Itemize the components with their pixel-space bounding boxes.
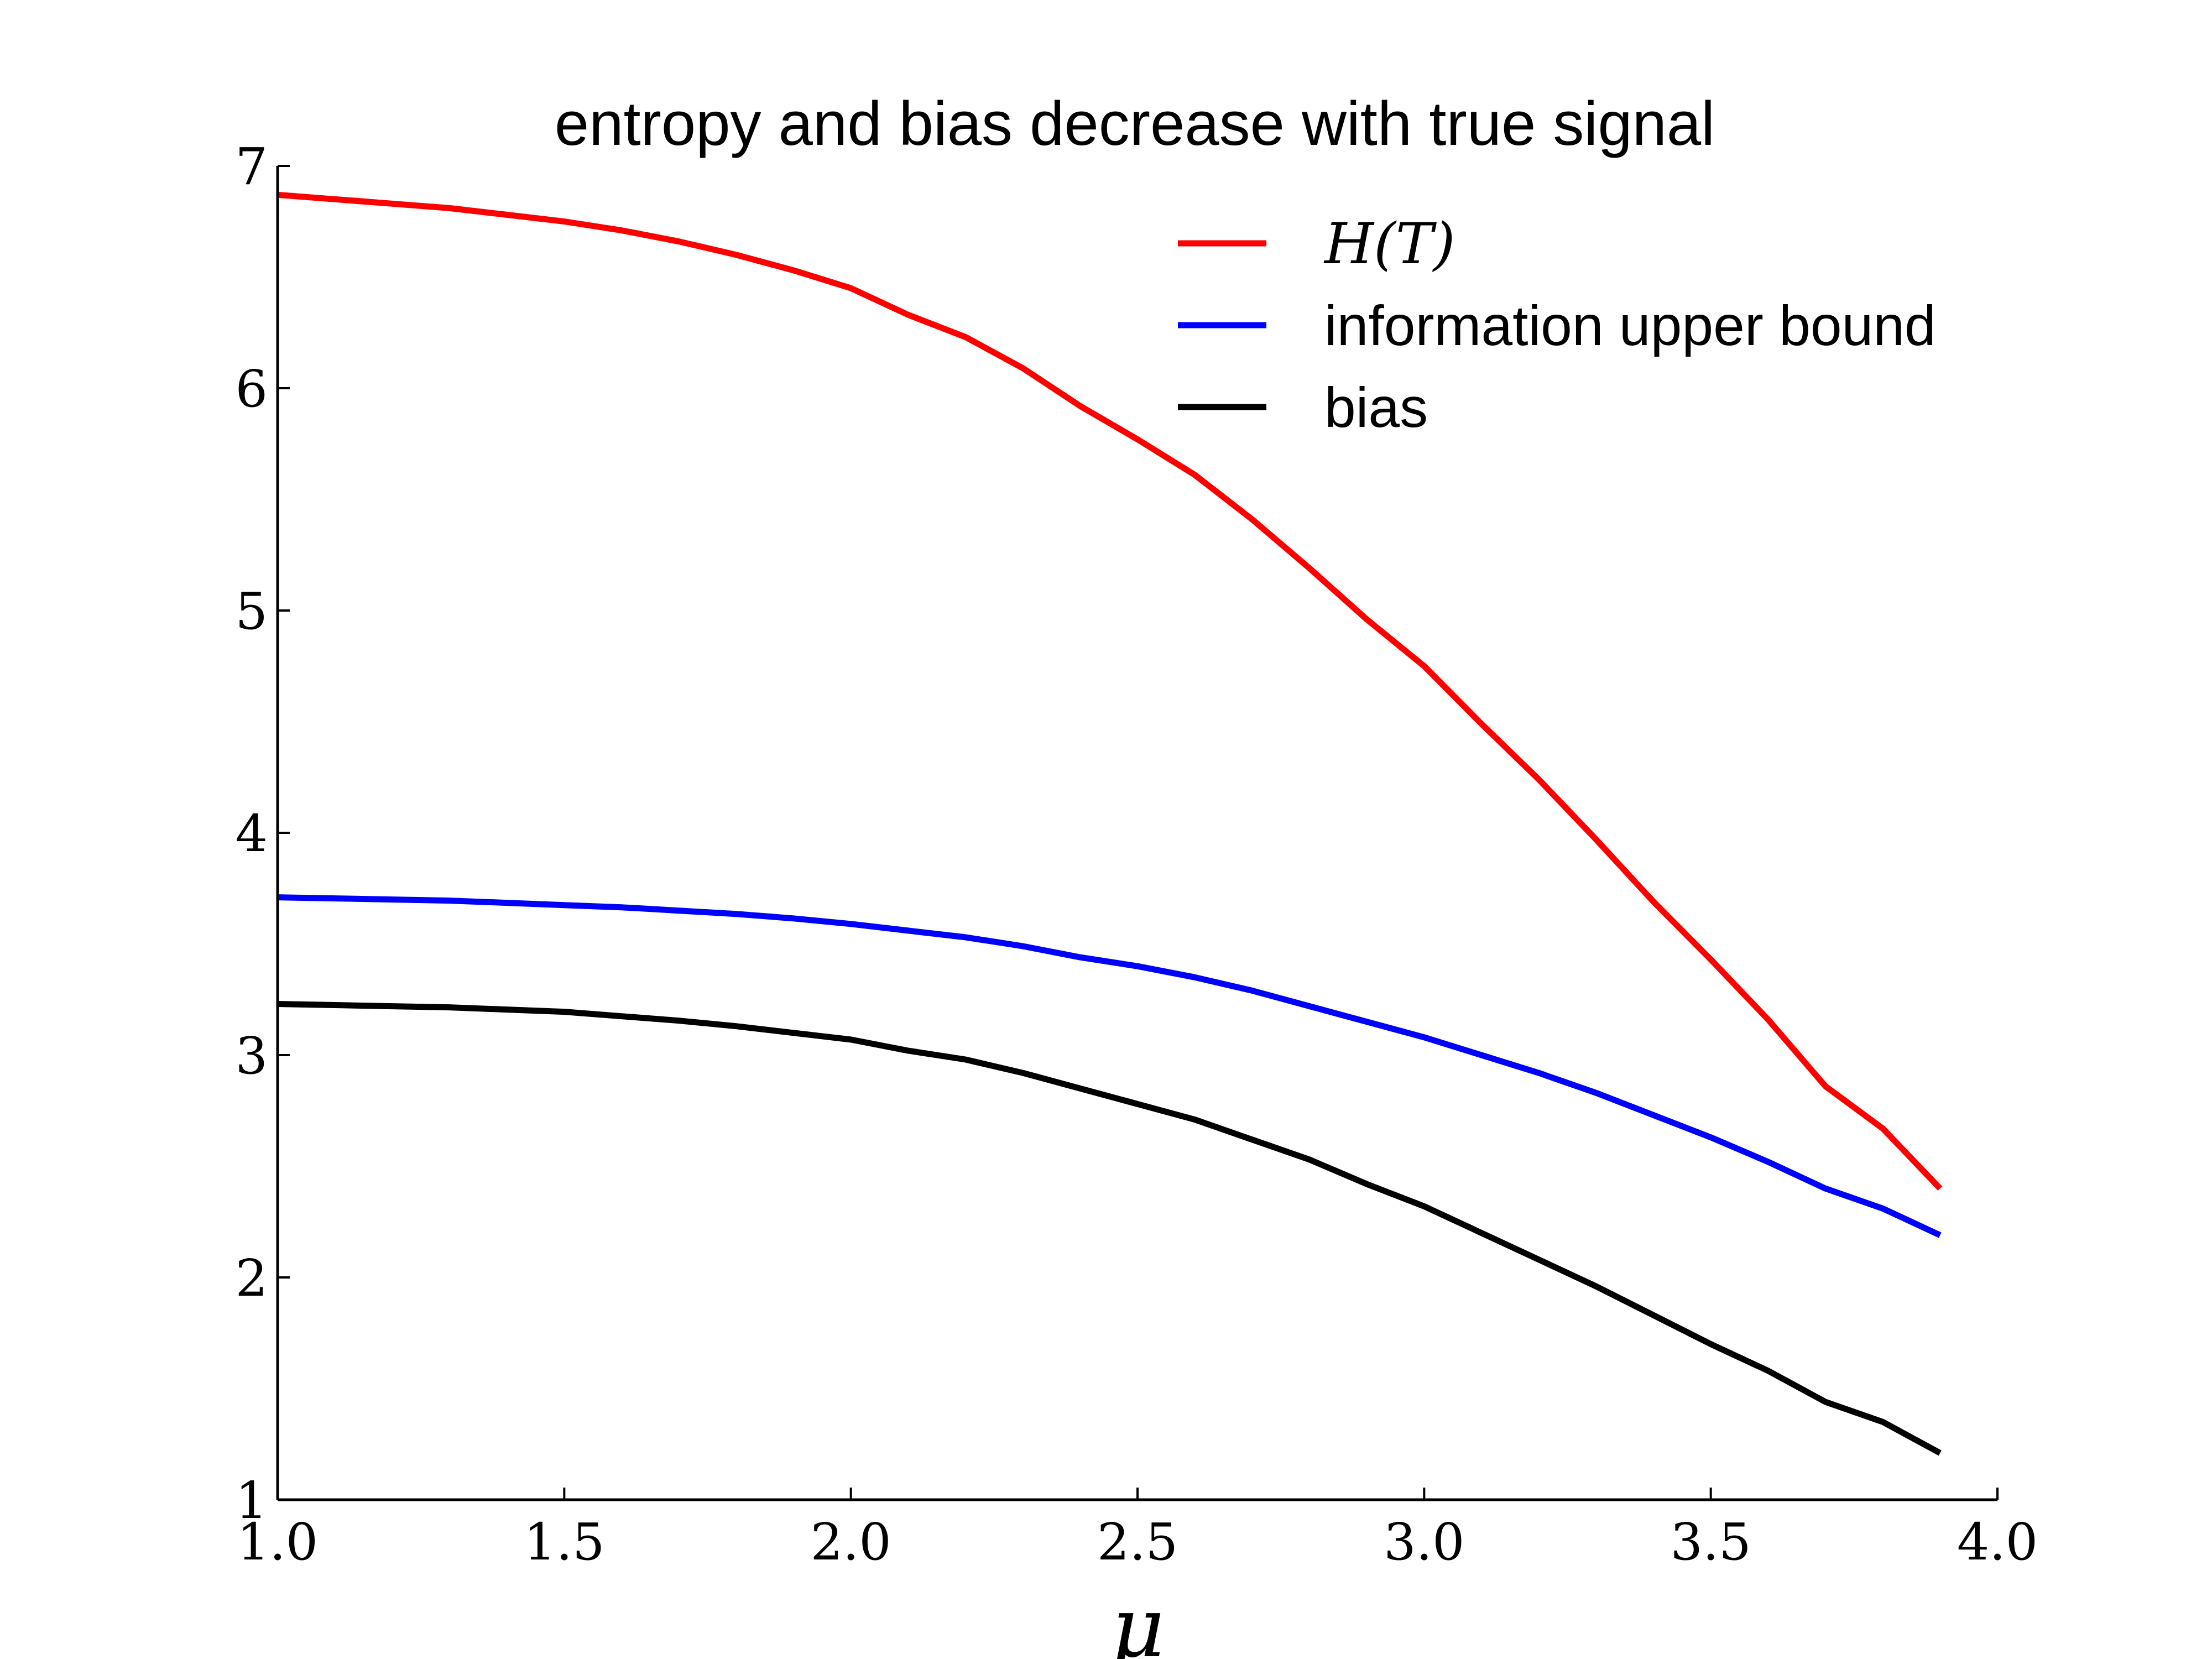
y-tick-label: 5 — [235, 582, 268, 641]
y-tick-label: 6 — [235, 359, 268, 419]
series-line-2 — [277, 1001, 1942, 1456]
axes — [276, 166, 1997, 1501]
y-tick-label: 7 — [235, 137, 268, 196]
x-tick-label: 2.5 — [1097, 1512, 1178, 1572]
x-tick-label: 1.0 — [237, 1512, 318, 1572]
chart-title: entropy and bias decrease with true sign… — [555, 89, 1715, 158]
legend: H(T) information upper bound bias — [1178, 211, 1936, 439]
y-ticks: 1 2 3 4 5 6 7 — [235, 137, 290, 1530]
series-line-0 — [277, 191, 1943, 1191]
series-line-1 — [277, 894, 1942, 1238]
y-tick-label: 1 — [235, 1471, 268, 1530]
x-axis-label: μ — [1110, 1580, 1165, 1659]
legend-label-2: bias — [1324, 376, 1428, 439]
x-tick-label: 2.0 — [811, 1512, 891, 1572]
x-tick-label: 3.5 — [1671, 1512, 1751, 1572]
y-tick-label: 2 — [235, 1249, 268, 1308]
legend-label-1: information upper bound — [1324, 294, 1936, 357]
x-tick-label: 1.5 — [524, 1512, 604, 1572]
y-tick-label: 3 — [235, 1026, 268, 1086]
x-tick-label: 4.0 — [1957, 1512, 2038, 1572]
plot-lines — [277, 191, 1943, 1456]
x-ticks: 1.0 1.5 2.0 2.5 3.0 3.5 4.0 — [237, 1488, 2038, 1572]
legend-label-0: H(T) — [1323, 211, 1455, 277]
y-tick-label: 4 — [235, 804, 268, 863]
x-tick-label: 3.0 — [1384, 1512, 1464, 1572]
